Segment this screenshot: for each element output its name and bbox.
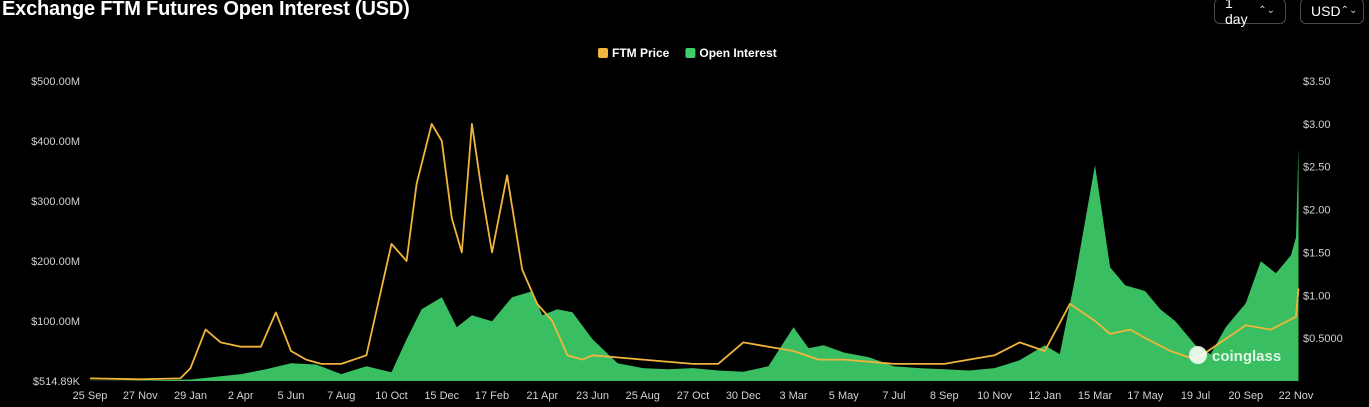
x-tick-label: 25 Aug — [626, 390, 660, 402]
y-right-tick-label: $1.00 — [1303, 290, 1331, 302]
x-tick-label: 27 Oct — [677, 390, 709, 402]
x-tick-label: 30 Dec — [726, 390, 761, 402]
x-tick-label: 15 Dec — [424, 390, 459, 402]
x-tick-label: 10 Oct — [375, 390, 407, 402]
y-left-tick-label: $300.00M — [31, 196, 80, 208]
y-left-tick-label: $100.00M — [31, 316, 80, 328]
chart-legend[interactable]: FTM Price Open Interest — [598, 46, 777, 60]
open-interest-series-area[interactable] — [90, 147, 1299, 381]
x-tick-label: 10 Nov — [977, 390, 1012, 402]
y-left-tick-label: $500.00M — [31, 76, 80, 88]
x-tick-label: 12 Jan — [1028, 390, 1061, 402]
x-tick-label: 8 Sep — [930, 390, 959, 402]
x-tick-label: 17 Feb — [475, 390, 509, 402]
x-tick-label: 21 Apr — [526, 390, 558, 402]
y-right-tick-label: $2.00 — [1303, 205, 1331, 217]
interval-select-value: 1 day — [1225, 0, 1248, 27]
x-tick-label: 27 Nov — [123, 390, 158, 402]
y-right-tick-label: $3.00 — [1303, 119, 1331, 131]
x-tick-label: 19 Jul — [1181, 390, 1210, 402]
ftm-price-series-line[interactable] — [89, 123, 1300, 381]
x-tick-label: 5 Jun — [278, 390, 305, 402]
x-tick-label: 15 Mar — [1078, 390, 1113, 402]
legend-label-0[interactable]: FTM Price — [612, 46, 670, 60]
coinglass-watermark: coinglass — [1189, 346, 1281, 365]
x-tick-label: 23 Jun — [576, 390, 609, 402]
x-tick-label: 2 Apr — [228, 390, 254, 402]
x-tick-label: 3 Mar — [779, 390, 807, 402]
x-tick-label: 7 Jul — [882, 390, 905, 402]
y-left-tick-label: $400.00M — [31, 136, 80, 148]
x-tick-label: 5 May — [829, 390, 859, 402]
page-title: Exchange FTM Futures Open Interest (USD) — [2, 0, 410, 20]
legend-label-1[interactable]: Open Interest — [699, 46, 776, 60]
y-right-tick-label: $0.5000 — [1303, 333, 1343, 345]
coinglass-logo-icon — [1189, 346, 1207, 364]
interval-select[interactable]: 1 day ⌃⌄ — [1214, 0, 1286, 27]
x-tick-label: 25 Sep — [73, 390, 108, 402]
currency-select[interactable]: USD ⌃⌄ — [1300, 0, 1364, 24]
currency-select-value: USD — [1311, 3, 1341, 19]
watermark-text: coinglass — [1212, 348, 1281, 365]
legend-swatch-0[interactable] — [598, 48, 608, 58]
legend-swatch-1[interactable] — [685, 48, 696, 58]
y-right-tick-label: $2.50 — [1303, 162, 1331, 174]
x-tick-label: 20 Sep — [1228, 390, 1263, 402]
x-tick-label: 7 Aug — [327, 390, 355, 402]
x-tick-label: 22 Nov — [1279, 390, 1314, 402]
y-left-tick-label: $200.00M — [31, 256, 80, 268]
chevron-updown-icon: ⌃⌄ — [1340, 5, 1358, 16]
x-tick-label: 29 Jan — [174, 390, 207, 402]
y-right-tick-label: $1.50 — [1303, 247, 1331, 259]
y-left-tick-label: $514.89K — [33, 376, 81, 388]
y-right-tick-label: $3.50 — [1303, 76, 1331, 88]
chevron-updown-icon: ⌃⌄ — [1258, 5, 1275, 16]
x-tick-label: 17 May — [1127, 390, 1164, 402]
